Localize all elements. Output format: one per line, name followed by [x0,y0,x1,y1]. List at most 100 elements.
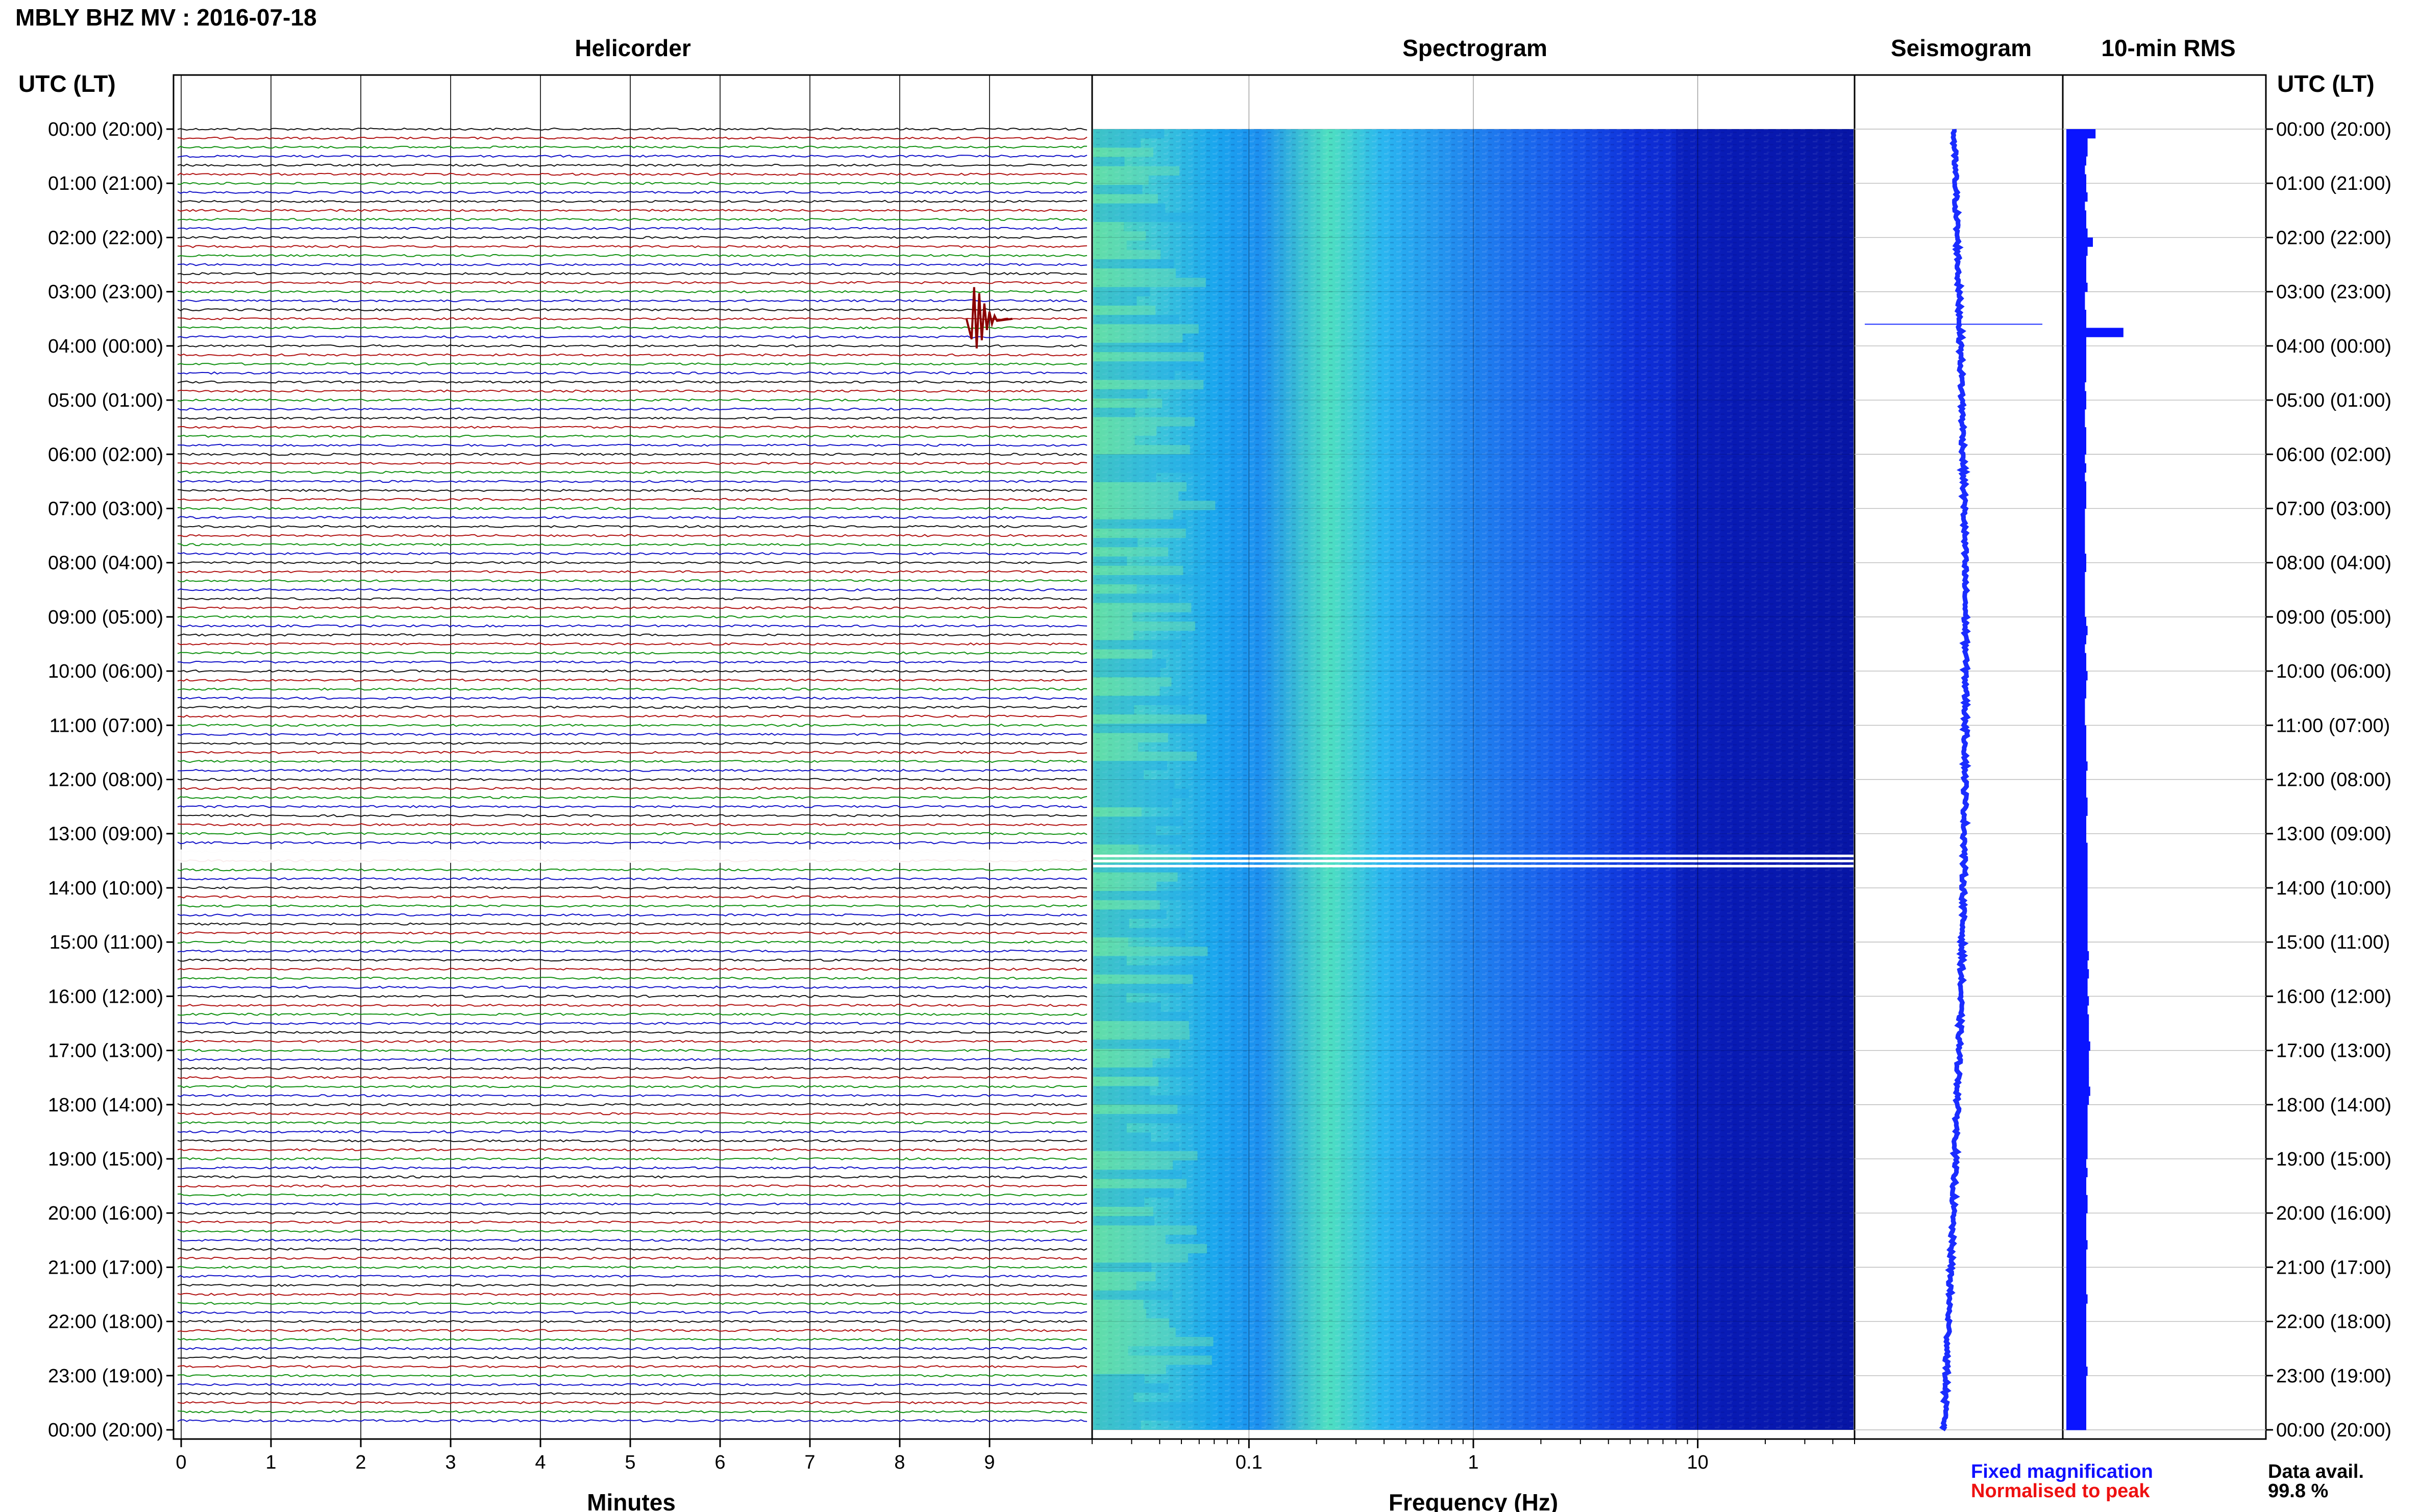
rms-bar [2066,1357,2086,1367]
spectrogram-band [1093,565,1183,575]
spectrogram-band [1093,1188,1174,1198]
rms-bar [2066,1158,2086,1169]
helicorder-trace [177,136,1088,140]
rms-bar [2066,1077,2089,1087]
helicorder-trace [177,1365,1088,1369]
rms-bar [2066,562,2086,572]
minute-tick-label: 0 [176,1452,186,1473]
spectrogram-band [1093,1253,1188,1263]
legend-normalised-to-peak: Normalised to peak [1971,1480,2150,1502]
left-time-tick-label: 11:00 (07:00) [50,715,163,736]
helicorder-trace [177,1238,1088,1242]
helicorder-trace [177,281,1088,285]
rms-bar [2066,147,2088,157]
helicorder-trace [177,371,1088,375]
rms-bar [2066,1014,2089,1024]
rms-bar [2066,860,2088,871]
helicorder-trace [177,949,1088,953]
helicorder-trace [177,1049,1088,1052]
spectrogram-band [1093,176,1149,185]
rms-bar [2066,499,2086,509]
right-time-tick-label: 20:00 (16:00) [2276,1203,2391,1224]
right-time-axis-label: UTC (LT) [2277,70,2375,97]
spectrogram-band [1093,528,1186,538]
rms-bar [2066,987,2088,997]
spectrogram-band [1093,937,1128,947]
rms-bar [2066,1177,2086,1186]
rms-bar [2066,138,2088,148]
spectrogram-band [1093,250,1161,259]
spectrogram-band [1093,696,1189,705]
helicorder-trace [177,1320,1088,1323]
helicorder-trace [177,741,1088,745]
spectrogram-band [1093,370,1175,380]
helicorder-trace [177,217,1088,221]
spectrogram-band [1093,1346,1128,1356]
minute-tick-label: 6 [714,1452,725,1473]
spectrogram-band [1093,872,1178,882]
spectrogram-band [1093,408,1136,417]
right-time-tick-label: 17:00 (13:00) [2276,1040,2391,1062]
helicorder-trace [177,1229,1088,1233]
rms-bar [2066,969,2089,979]
spectrogram-band [1093,463,1214,473]
rms-bar [2066,156,2086,166]
left-time-tick-label: 00:00 (20:00) [48,119,163,140]
rms-bar [2066,183,2086,193]
right-time-tick-label: 00:00 (20:00) [2276,119,2391,140]
spectrogram-panel: 0.1 1 10 [1091,74,1856,1473]
spectrogram-band [1093,1281,1137,1291]
left-time-tick-label: 12:00 (08:00) [48,770,163,791]
rms-bar [2066,1086,2090,1096]
rms-bar [2066,129,2096,139]
helicorder-trace [177,1283,1088,1287]
helicorder-trace [177,561,1088,564]
rms-bar [2066,1367,2088,1376]
helicorder-trace [177,642,1088,646]
helicorder-trace [178,461,1088,465]
rms-bar [2066,219,2086,229]
helicorder-trace [177,236,1088,239]
spectrogram-band [1093,1207,1153,1217]
helicorder-trace [177,1302,1088,1305]
rms-bar [2066,1131,2088,1142]
rms-title: 10-min RMS [2101,35,2235,61]
spectrogram-band [1093,212,1214,222]
rms-bar [2066,770,2086,780]
rms-bar [2066,508,2085,518]
rms-bar [2066,345,2086,356]
helicorder-trace [177,1392,1088,1396]
helicorder-trace [177,534,1088,537]
spectrogram-band [1093,147,1153,157]
left-time-tick-label: 21:00 (17:00) [48,1257,163,1278]
helicorder-trace [177,678,1088,682]
rms-bar [2066,1375,2086,1385]
spectrogram-band [1093,1132,1151,1142]
helicorder-trace [177,724,1088,727]
rms-bar [2066,698,2085,708]
helicorder-trace [177,1329,1088,1332]
left-time-tick-label: 05:00 (01:00) [48,390,163,411]
rms-bar [2066,337,2086,346]
rms-bar [2066,599,2085,608]
helicorder-trace [177,985,1088,989]
rms-frame [2062,74,2267,1440]
rms-bar [2066,1303,2086,1313]
rms-bar [2066,1339,2086,1349]
rms-bar [2066,400,2086,410]
spectrogram-band [1093,1077,1158,1086]
helicorder-trace [177,669,1088,673]
minute-tick-label: 1 [265,1452,276,1473]
spectrogram-band [1093,1244,1207,1254]
helicorder-trace [177,1266,1088,1269]
rms-bar [2066,1231,2086,1241]
spectrogram-band [1093,742,1138,752]
spectrogram-band [1093,798,1172,808]
rms-bar [2066,274,2086,283]
spectrogram-band [1093,157,1125,166]
helicorder-trace [177,1067,1088,1071]
spectrogram-band [1093,454,1204,464]
rms-bar [2066,779,2086,789]
rms-bar [2066,1222,2086,1232]
